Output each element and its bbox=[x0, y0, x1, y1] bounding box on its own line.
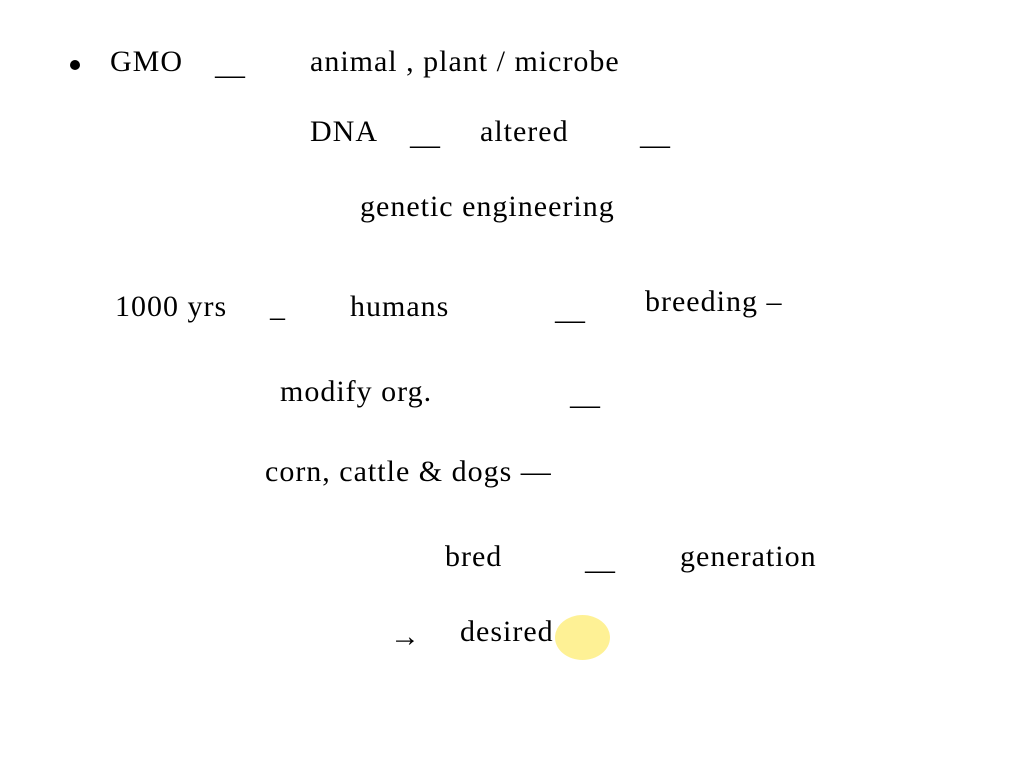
note-dash-l2d: — bbox=[640, 128, 671, 162]
note-dash-l4d: — bbox=[555, 303, 586, 337]
note-dash-l5b: — bbox=[570, 388, 601, 422]
note-dash-l4b: – bbox=[270, 300, 286, 334]
note-text-l1c: animal , plant / microbe bbox=[310, 45, 620, 79]
note-text-l6: corn, cattle & dogs — bbox=[265, 455, 552, 489]
note-dash-l1b: — bbox=[215, 58, 246, 92]
handwritten-notes-page: GMO — animal , plant / microbe DNA — alt… bbox=[0, 0, 1024, 768]
note-text-l7a: bred bbox=[445, 540, 502, 574]
arrow-icon: → bbox=[390, 620, 420, 654]
note-text-l5a: modify org. bbox=[280, 375, 432, 409]
note-text-l4c: humans bbox=[350, 290, 449, 324]
bullet-point bbox=[70, 60, 80, 70]
note-text-l8: desired bbox=[460, 615, 554, 649]
note-text-l1a: GMO bbox=[110, 45, 183, 79]
highlight-mark bbox=[555, 615, 610, 660]
note-text-l4e: breeding – bbox=[645, 285, 782, 319]
note-text-l3: genetic engineering bbox=[360, 190, 615, 224]
note-dash-l7b: — bbox=[585, 553, 616, 587]
note-dash-l2b: — bbox=[410, 128, 441, 162]
note-text-l4a: 1000 yrs bbox=[115, 290, 227, 324]
note-text-l2c: altered bbox=[480, 115, 569, 149]
note-text-l2a: DNA bbox=[310, 115, 378, 149]
note-text-l7c: generation bbox=[680, 540, 817, 574]
